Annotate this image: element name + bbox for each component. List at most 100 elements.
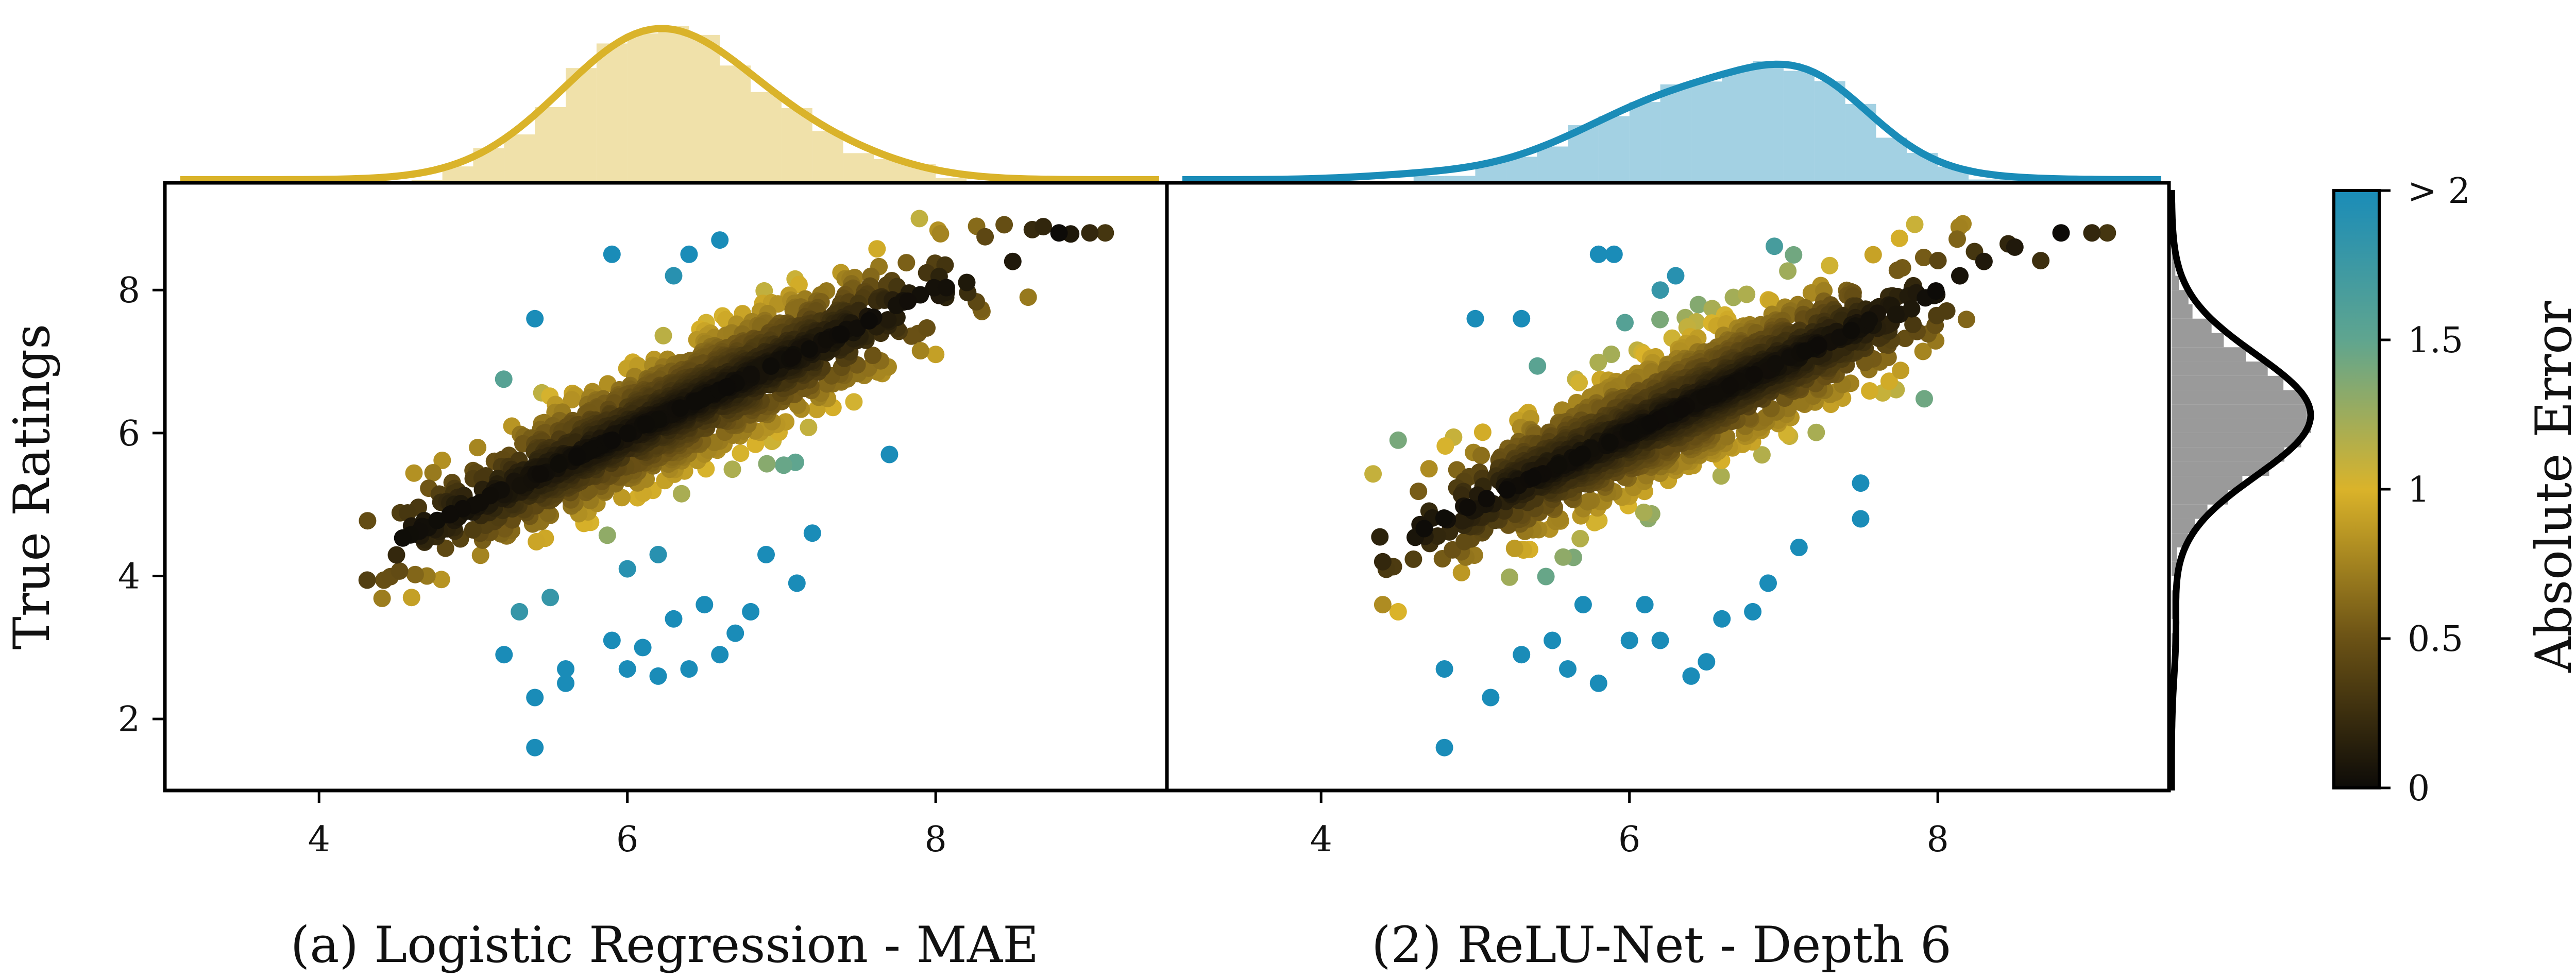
scatter-point (394, 529, 412, 547)
colorbar-tick-label: 1.5 (2408, 320, 2463, 361)
scatter-point (1914, 249, 1933, 266)
scatter-point (1435, 660, 1453, 678)
scatter-point (391, 562, 409, 580)
scatter-point (680, 660, 698, 678)
scatter-point (2098, 224, 2116, 242)
scatter-point (758, 455, 776, 473)
scatter-point (1852, 474, 1870, 492)
scatter-point (2052, 224, 2070, 242)
scatter-point (1589, 245, 1607, 263)
scatter-point (526, 689, 544, 707)
marginal-bar (1814, 81, 1845, 182)
colorbar-tick-label: 0 (2408, 768, 2430, 809)
scatter-point (1641, 415, 1659, 432)
scatter-point (1019, 288, 1037, 306)
scatter-point (711, 646, 729, 664)
marginal-bar (2172, 304, 2193, 319)
x-tick-label: 8 (925, 819, 947, 860)
colorbar-ticks: 0 0.5 1 1.5 > 2 (2379, 171, 2470, 809)
scatter-point (784, 348, 802, 366)
scatter-point (1887, 305, 1905, 323)
scatter-point (1864, 246, 1882, 264)
scatter-point (1682, 667, 1700, 685)
scatter-point (1880, 372, 1898, 390)
scatter-point (910, 210, 928, 228)
scatter-point (432, 571, 450, 589)
scatter-point (918, 319, 936, 337)
scatter-point (880, 445, 899, 463)
scatter-point (424, 464, 442, 482)
marginal-bar (2172, 605, 2173, 619)
marginal-bar (2172, 404, 2307, 419)
scatter-point (1602, 346, 1620, 363)
scatter-point (1605, 245, 1623, 263)
scatter-point (495, 370, 513, 388)
scatter-point (1636, 596, 1654, 614)
scatter-point (1004, 252, 1022, 270)
scatter-point (619, 424, 637, 442)
scatter-point (1785, 246, 1803, 264)
scatter-point (672, 485, 690, 503)
scatter-point (931, 225, 950, 243)
scatter-point (1436, 437, 1454, 455)
scatter-point (603, 431, 621, 449)
scatter-point (1374, 596, 1392, 614)
scatter-point (775, 456, 792, 474)
scatter-point (1374, 553, 1392, 571)
marginal-bar (2172, 333, 2224, 348)
colorbar (2332, 189, 2381, 789)
marginal-bar (1660, 84, 1691, 182)
scatter-point (1957, 311, 1975, 329)
marginal-kde-curve (1182, 60, 2161, 183)
scatter-point (1554, 548, 1572, 566)
scatter-point (1929, 252, 1947, 269)
scatter-point (1890, 229, 1908, 247)
scatter-point (526, 738, 544, 757)
scatter-point (1724, 288, 1742, 306)
marginal-bar (1691, 81, 1722, 182)
scatter-points-b (1364, 215, 2116, 757)
scatter-point (526, 310, 544, 328)
scatter-point (726, 624, 744, 642)
marginal-bar (936, 178, 967, 182)
scatter-point (696, 596, 714, 614)
scatter-point (757, 545, 775, 563)
scatter-point (1389, 603, 1407, 621)
scatter-point (1903, 300, 1921, 318)
marginal-bar (2172, 347, 2246, 362)
scatter-point (1766, 237, 1783, 255)
marginal-bar (2172, 375, 2284, 390)
scatter-point (1096, 224, 1114, 242)
scatter-point (742, 365, 760, 383)
marginal-bar (1444, 176, 1476, 182)
scatter-point (618, 660, 636, 678)
y-tick-label: 6 (118, 414, 140, 454)
marginal-kde-curve (2168, 190, 2314, 790)
marginal-bar (1413, 176, 1445, 182)
y-tick-label: 8 (118, 270, 140, 311)
marginal-top-histogram-b (1182, 60, 2161, 183)
scatter-point (1928, 306, 1946, 324)
scatter-point (469, 439, 487, 457)
marginal-bar (2172, 433, 2301, 448)
scatter-point (1513, 646, 1531, 664)
marginal-bar (1629, 102, 1660, 182)
scatter-point (1914, 342, 1932, 360)
y-axis-title: True Ratings (3, 324, 61, 650)
x-tick-label: 4 (1310, 819, 1332, 860)
scatter-point (358, 571, 376, 589)
scatter-point (405, 464, 423, 482)
scatter-point (665, 610, 683, 628)
marginal-top-histogram-a (180, 25, 1159, 183)
scatter-point (995, 216, 1013, 234)
scatter-point (1081, 224, 1099, 242)
scatter-points-a (358, 210, 1114, 757)
scatter-point (1570, 373, 1588, 391)
marginal-bar (1876, 137, 1907, 182)
scatter-point (1916, 390, 1933, 408)
scatter-point (568, 447, 586, 465)
scatter-point (899, 292, 917, 310)
scatter-point (528, 532, 546, 551)
marginal-bar (812, 131, 843, 182)
colorbar-tick-label: 0.5 (2408, 619, 2463, 660)
